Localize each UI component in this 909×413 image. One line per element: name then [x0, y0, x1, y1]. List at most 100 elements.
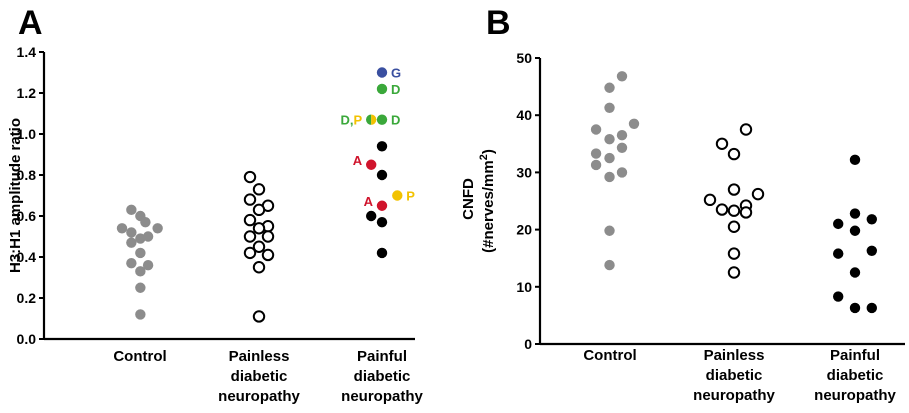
data-point	[604, 171, 615, 183]
data-point	[376, 247, 388, 259]
data-point	[727, 247, 741, 260]
data-point	[376, 67, 388, 78]
data-point	[261, 230, 275, 243]
data-point	[252, 240, 266, 253]
category-label: diabetic	[827, 367, 884, 384]
data-point	[833, 218, 844, 230]
y-tick-label: 10	[516, 279, 532, 295]
data-point	[590, 124, 602, 135]
data-point	[727, 183, 741, 196]
data-point	[727, 266, 741, 279]
data-point	[243, 230, 257, 243]
data-point	[590, 159, 602, 171]
data-point-half-d	[366, 114, 372, 125]
data-point	[261, 248, 275, 262]
point-annotation: A	[353, 153, 363, 168]
y-tick-label: 0.4	[17, 249, 37, 265]
data-point	[739, 206, 753, 219]
category-label: diabetic	[231, 368, 288, 385]
data-point	[135, 266, 146, 277]
data-point	[604, 82, 615, 93]
data-point	[866, 214, 877, 225]
data-point	[392, 190, 403, 201]
data-point	[604, 259, 615, 271]
y-axis-units-close: )	[480, 149, 497, 154]
data-point	[849, 208, 861, 219]
data-point	[616, 130, 628, 141]
data-point	[616, 142, 628, 154]
category-label: neuropathy	[341, 388, 423, 405]
data-point	[135, 233, 146, 244]
data-point	[866, 302, 877, 314]
y-tick-label: 1.4	[17, 44, 37, 60]
data-point	[376, 141, 388, 152]
y-tick-label: 40	[516, 107, 532, 123]
data-point	[727, 204, 741, 217]
data-point	[366, 159, 377, 170]
data-point-half-p	[371, 114, 377, 125]
y-tick-label: 0.6	[17, 208, 37, 224]
data-point	[243, 246, 257, 260]
data-point	[252, 203, 266, 217]
point-annotation: D	[391, 113, 400, 128]
data-point	[604, 225, 615, 236]
data-point	[126, 257, 137, 269]
data-point	[833, 248, 844, 259]
data-point	[116, 223, 128, 234]
y-axis-label: H3:H1 amplitude ratio	[7, 118, 24, 273]
data-point	[616, 167, 628, 178]
data-point	[376, 216, 388, 228]
panel-label: A	[18, 4, 43, 42]
data-point	[152, 223, 163, 234]
category-label: neuropathy	[693, 387, 775, 404]
data-point	[715, 137, 729, 151]
category-label: Painful	[830, 347, 880, 364]
data-point	[243, 170, 257, 184]
y-tick-label: 0	[524, 336, 532, 352]
data-point	[126, 227, 137, 238]
panel-b: B 0 10 20 30 40 50 CNFD (#nerves/mm2) Control Pain…	[460, 4, 905, 404]
y-tick-label: 0.0	[17, 331, 37, 347]
data-point	[604, 134, 615, 145]
data-point	[252, 222, 266, 235]
data-point	[628, 118, 640, 129]
category-label: diabetic	[354, 368, 411, 385]
data-point	[727, 147, 741, 161]
data-point	[142, 260, 154, 271]
point-annotation: G	[391, 66, 401, 81]
category-label: Control	[113, 348, 166, 365]
data-point	[376, 200, 388, 211]
data-point	[849, 225, 861, 236]
data-point	[604, 102, 615, 113]
data-point	[590, 148, 602, 159]
data-point	[376, 83, 388, 95]
data-point	[252, 310, 266, 323]
data-point	[366, 210, 377, 222]
annotation-p: P	[354, 113, 363, 128]
category-label: Control	[583, 347, 636, 364]
category-label: neuropathy	[218, 388, 300, 405]
data-point	[849, 267, 861, 278]
point-annotation: A	[364, 194, 374, 209]
y-tick-label: 0.2	[17, 290, 37, 306]
data-point	[140, 216, 151, 228]
data-point	[376, 114, 388, 125]
data-point	[616, 71, 628, 82]
data-point	[715, 203, 729, 216]
panel-a: A 0.0 0.2 0.4 0.6 0.8 1.0 1.2 1.4 H3:H1 amplitude…	[7, 4, 423, 405]
data-point	[849, 154, 861, 166]
y-axis-label: CNFD	[460, 178, 477, 220]
y-tick-label: 20	[516, 222, 532, 238]
y-tick-label: 1.2	[17, 85, 37, 101]
y-axis-label-units: (#nerves/mm2)	[478, 149, 497, 253]
y-tick-label: 1.0	[17, 126, 37, 142]
y-tick-label: 0.8	[17, 167, 37, 183]
y-axis-units-text: (#nerves/mm	[480, 160, 497, 253]
y-axis-units-superscript: 2	[478, 154, 490, 160]
point-annotation: P	[406, 189, 415, 204]
data-point	[243, 213, 257, 227]
data-point	[126, 237, 137, 248]
data-point	[376, 169, 388, 181]
data-point	[243, 193, 257, 206]
